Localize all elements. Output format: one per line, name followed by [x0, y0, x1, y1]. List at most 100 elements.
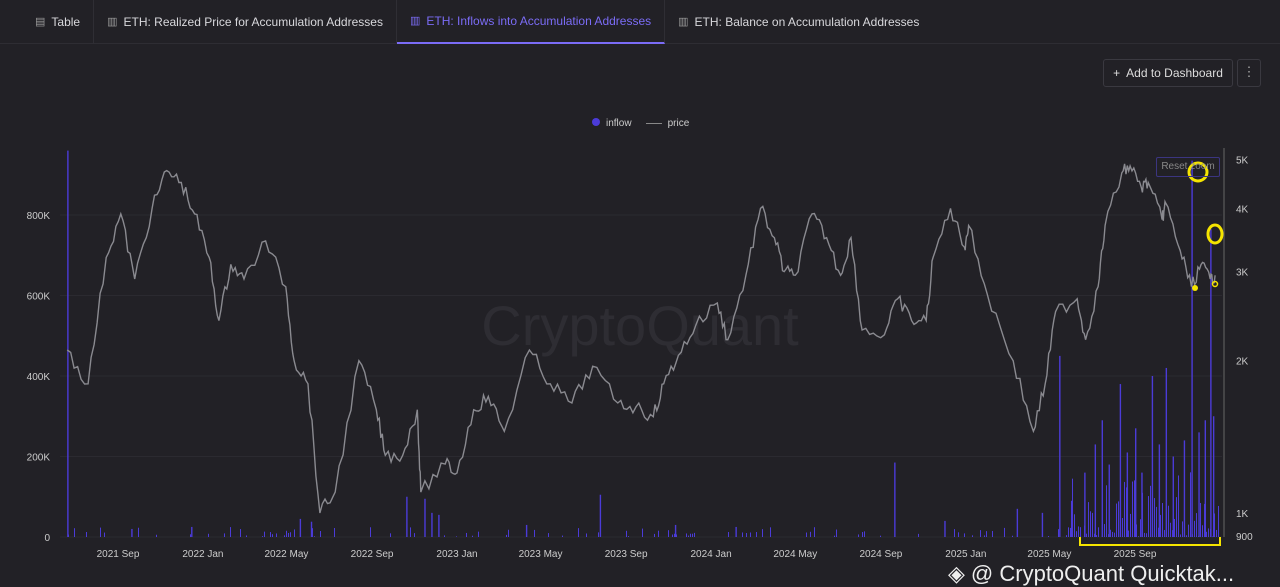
tab-inflows[interactable]: ▥ ETH: Inflows into Accumulation Addresse… — [396, 0, 666, 44]
inflow-bar-minor — [1162, 503, 1163, 537]
inflow-bar-minor — [692, 533, 693, 537]
legend-price[interactable]: price — [645, 118, 689, 129]
inflow-bar — [1212, 416, 1215, 537]
inflow-bar-minor — [1208, 528, 1209, 537]
x-tick-label: 2024 Sep — [860, 549, 903, 560]
inflow-bar-minor — [312, 528, 313, 537]
add-to-dashboard-button[interactable]: + Add to Dashboard — [1103, 59, 1233, 87]
inflow-bar — [1198, 432, 1200, 537]
inflow-bar — [1126, 452, 1129, 537]
inflow-bar-minor — [276, 533, 277, 537]
inflow-bar-minor — [1124, 481, 1125, 537]
inflow-bar-minor — [240, 529, 241, 537]
tab-label: Table — [51, 14, 81, 29]
inflow-bar-minor — [506, 534, 507, 537]
inflow-bar — [431, 512, 433, 537]
inflow-bar — [1108, 464, 1110, 537]
x-tick-label: 2025 Sep — [1114, 549, 1157, 560]
inflow-bar — [424, 498, 426, 537]
reset-zoom-button[interactable]: Reset zoom — [1156, 157, 1220, 177]
inflow-bar-minor — [1130, 513, 1131, 537]
inflow-bar-minor — [1004, 527, 1005, 537]
inflow-bar-minor — [958, 532, 959, 537]
inflow-bar-minor — [806, 532, 807, 537]
inflow-bar-minor — [1194, 520, 1195, 537]
inflow-bar-minor — [676, 534, 677, 537]
inflow-bar — [1172, 456, 1174, 537]
inflow-bar — [1059, 355, 1061, 537]
inflow-bar-minor — [1140, 519, 1141, 537]
inflow-bar-minor — [314, 536, 315, 537]
x-tick-label: 2024 Jan — [690, 549, 731, 560]
inflow-bar-minor — [1118, 501, 1119, 537]
inflow-bar-minor — [1122, 518, 1123, 537]
tab-table[interactable]: ▤ Table — [22, 0, 95, 44]
inflow-bar — [1135, 428, 1137, 537]
right-tick-label: 900 — [1236, 532, 1253, 543]
inflow-bar-minor — [508, 529, 509, 537]
inflow-bar-minor — [1200, 502, 1201, 537]
inflow-bar — [406, 496, 408, 537]
inflow-bar-minor — [1066, 535, 1067, 537]
right-tick-label: 1K — [1236, 509, 1249, 520]
inflow-bar-minor — [1190, 472, 1191, 537]
inflow-bar-minor — [1178, 475, 1179, 537]
legend-inflow[interactable]: inflow — [592, 118, 632, 129]
x-tick-label: 2024 May — [773, 549, 817, 560]
binance-logo-icon: ◈ — [948, 561, 965, 586]
inflow-bar-minor — [862, 532, 863, 537]
inflow-bar-minor — [1090, 511, 1091, 537]
inflow-bar-minor — [1156, 506, 1157, 537]
inflow-bar-minor — [810, 531, 811, 537]
x-tick-label: 2022 Sep — [351, 549, 394, 560]
more-options-button[interactable]: ⋮ — [1237, 59, 1261, 87]
inflow-bar-minor — [1204, 503, 1205, 537]
inflow-bar-minor — [1134, 480, 1135, 537]
inflow-bar-minor — [880, 535, 881, 537]
inflow-bar-minor — [1136, 524, 1137, 537]
center-watermark: CryptoQuant — [481, 294, 799, 357]
inflow-bar-minor — [1216, 529, 1217, 537]
legend-label: inflow — [606, 118, 632, 129]
inflow-bar-minor — [410, 527, 411, 537]
highlight-circle — [1187, 161, 1209, 183]
inflow-bar-minor — [444, 535, 445, 537]
inflow-bar-minor — [770, 527, 771, 537]
inflow-bar-minor — [472, 535, 473, 537]
inflow-bar-minor — [814, 527, 815, 537]
inflow-bar-minor — [1172, 530, 1173, 537]
inflow-dot-icon — [592, 118, 600, 126]
inflow-bar-minor — [414, 533, 415, 537]
inflow-bar-minor — [980, 530, 981, 537]
tab-balance[interactable]: ▥ ETH: Balance on Accumulation Addresses — [665, 0, 932, 44]
inflow-bar-minor — [1088, 502, 1089, 537]
inflow-bar-minor — [1096, 535, 1097, 537]
inflow-bar-minor — [1078, 526, 1079, 537]
inflow-bar-minor — [334, 528, 335, 537]
inflow-bar-minor — [586, 533, 587, 537]
inflow-bar-minor — [1012, 535, 1013, 537]
inflow-bar — [944, 520, 946, 537]
tab-realized-price[interactable]: ▥ ETH: Realized Price for Accumulation Ad… — [94, 0, 397, 44]
inflow-bar — [894, 462, 896, 537]
inflow-bar — [674, 524, 677, 537]
inflow-bar-minor — [694, 532, 695, 537]
inflow-bar-minor — [1144, 532, 1145, 537]
inflow-bar-minor — [672, 534, 673, 537]
inflow-bar-minor — [984, 535, 985, 537]
inflow-bar-minor — [1104, 524, 1105, 537]
inflow-bar-minor — [1048, 536, 1049, 537]
right-tick-label: 4K — [1236, 204, 1249, 215]
inflow-bar-minor — [1148, 496, 1149, 537]
inflow-bar-minor — [972, 535, 973, 537]
highlight-circle — [1206, 223, 1224, 245]
price-line-icon — [645, 122, 662, 124]
inflow-bar-minor — [208, 533, 209, 537]
inflow-bar-minor — [230, 527, 231, 537]
inflow-bar-minor — [858, 534, 859, 537]
inflow-bar-minor — [100, 527, 101, 537]
inflow-bar-minor — [686, 533, 687, 537]
inflow-bar — [599, 494, 602, 537]
legend: inflow price — [592, 118, 689, 129]
